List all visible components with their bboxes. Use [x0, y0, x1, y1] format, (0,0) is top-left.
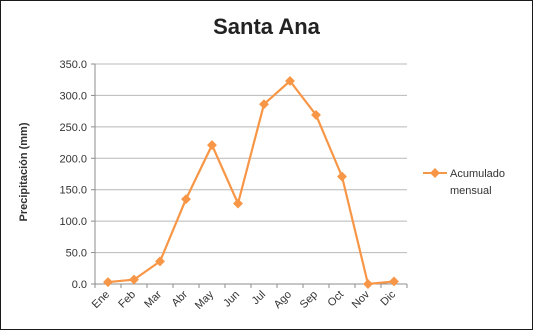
x-tick-label: Feb — [116, 289, 138, 311]
x-tick-label: Jul — [250, 289, 268, 307]
data-point — [337, 171, 347, 182]
x-tick-label: May — [193, 288, 217, 312]
y-tick-label: 250.0 — [59, 122, 87, 134]
data-point — [103, 277, 113, 288]
y-tick-label: 350.0 — [59, 59, 87, 71]
data-point — [207, 140, 217, 151]
y-tick-label: 100.0 — [59, 216, 87, 228]
y-tick-label: 300.0 — [59, 90, 87, 102]
legend-marker — [423, 168, 447, 178]
x-tick-label: Oct — [326, 289, 347, 310]
x-tick-label: Dic — [378, 288, 398, 308]
y-tick-label: 50.0 — [66, 248, 87, 260]
x-tick-label: Nov — [350, 288, 373, 311]
x-tick-label: Mar — [142, 288, 164, 310]
x-tick-label: Abr — [170, 288, 191, 309]
chart-title: Santa Ana — [213, 14, 320, 39]
y-tick-label: 150.0 — [59, 185, 87, 197]
x-tick-label: Sep — [298, 289, 320, 311]
data-point — [129, 274, 139, 285]
x-tick-label: Ago — [272, 289, 294, 311]
legend-label: Acumulado mensual — [450, 168, 506, 197]
data-point — [363, 279, 373, 289]
x-tick-label: Ene — [90, 289, 112, 311]
data-point — [233, 198, 243, 209]
x-tick-label: Jun — [221, 289, 242, 310]
data-point — [181, 194, 191, 205]
y-tick-label: 200.0 — [59, 153, 87, 165]
y-tick-label: 0.0 — [72, 279, 87, 291]
series-line — [107, 79, 395, 286]
data-point — [389, 276, 399, 287]
data-point — [155, 256, 165, 267]
